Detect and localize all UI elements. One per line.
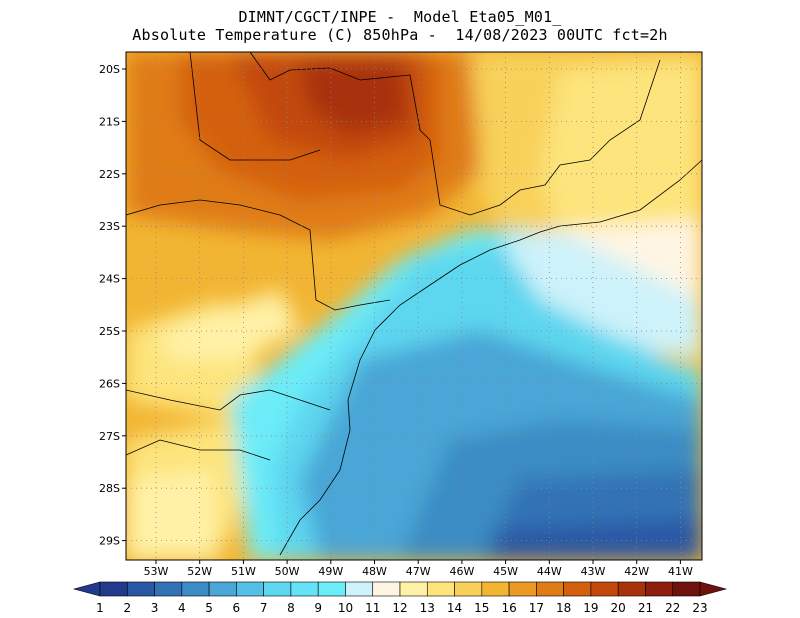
lon-label: 42W xyxy=(624,565,649,578)
colorbar-label: 7 xyxy=(260,601,268,615)
colorbar-segment xyxy=(563,581,592,597)
colorbar-segment xyxy=(181,581,210,597)
lat-label: 26S xyxy=(99,377,120,390)
colorbar-arrow-left xyxy=(72,581,101,597)
colorbar-label: 11 xyxy=(365,601,380,615)
lat-lon-grid xyxy=(126,52,702,560)
colorbar-segment xyxy=(672,581,701,597)
lon-label: 46W xyxy=(449,565,474,578)
lon-label: 48W xyxy=(362,565,387,578)
colorbar-label: 19 xyxy=(583,601,598,615)
colorbar-segment xyxy=(317,581,346,597)
colorbar-label: 10 xyxy=(338,601,353,615)
colorbar-segment xyxy=(236,581,264,597)
colorbar: 1 2 3 4 5 6 7 8 9 10 11 12 13 14 15 16 17 18 19 20 21 22 23 xyxy=(72,581,728,615)
colorbar-segment xyxy=(590,581,619,597)
colorbar-label: 5 xyxy=(205,601,213,615)
coastline-borders xyxy=(126,52,702,556)
colorbar-segment xyxy=(154,581,183,597)
colorbar-segment xyxy=(508,581,537,597)
latitude-labels: 20S 21S 22S 23S 24S 25S 26S 27S 28S 29S xyxy=(99,63,126,548)
lon-label: 50W xyxy=(275,565,300,578)
lon-label: 43W xyxy=(581,565,606,578)
lat-label: 25S xyxy=(99,325,120,338)
colorbar-label: 17 xyxy=(529,601,544,615)
lat-label: 28S xyxy=(99,482,120,495)
colorbar-segment xyxy=(99,581,128,597)
colorbar-label: 4 xyxy=(178,601,186,615)
lon-label: 51W xyxy=(231,565,256,578)
colorbar-label: 14 xyxy=(447,601,462,615)
lat-label: 29S xyxy=(99,535,120,548)
colorbar-segment xyxy=(481,581,510,597)
colorbar-segment xyxy=(372,581,401,597)
colorbar-label: 22 xyxy=(665,601,680,615)
temperature-field xyxy=(126,52,702,560)
colorbar-segment xyxy=(263,581,292,597)
lat-label: 22S xyxy=(99,168,120,181)
colorbar-segment xyxy=(290,581,319,597)
colorbar-segment xyxy=(454,581,483,597)
lon-label: 45W xyxy=(493,565,518,578)
colorbar-label: 3 xyxy=(151,601,159,615)
lon-label: 41W xyxy=(668,565,693,578)
lon-label: 44W xyxy=(537,565,562,578)
lat-label: 20S xyxy=(99,63,120,76)
map-title-line1: DIMNT/CGCT/INPE - Model Eta05_M01_ xyxy=(238,8,562,26)
colorbar-segment xyxy=(399,581,428,597)
colorbar-label: 6 xyxy=(233,601,241,615)
colorbar-label: 12 xyxy=(392,601,407,615)
colorbar-label: 20 xyxy=(611,601,626,615)
colorbar-label: 21 xyxy=(638,601,653,615)
lat-label: 24S xyxy=(99,273,120,286)
colorbar-segment xyxy=(426,581,455,597)
lon-label: 53W xyxy=(144,565,169,578)
colorbar-segment xyxy=(345,581,374,597)
colorbar-label: 16 xyxy=(501,601,516,615)
colorbar-segment xyxy=(536,581,564,597)
colorbar-label: 23 xyxy=(692,601,707,615)
lon-label: 47W xyxy=(406,565,431,578)
colorbar-label: 18 xyxy=(556,601,571,615)
lon-label: 49W xyxy=(318,565,343,578)
colorbar-arrow-right xyxy=(699,581,728,597)
colorbar-label: 9 xyxy=(314,601,322,615)
colorbar-segment xyxy=(645,581,674,597)
colorbar-segment xyxy=(208,581,237,597)
colorbar-label: 13 xyxy=(420,601,435,615)
plot-frame xyxy=(125,51,703,561)
longitude-labels: 53W 52W 51W 50W 49W 48W 47W 46W 45W 44W 43W 42W 41W xyxy=(144,560,693,578)
colorbar-label: 1 xyxy=(96,601,104,615)
lat-label: 21S xyxy=(99,115,120,128)
lon-label: 52W xyxy=(187,565,212,578)
colorbar-label: 8 xyxy=(287,601,295,615)
lat-label: 23S xyxy=(99,220,120,233)
map-title-line2: Absolute Temperature (C) 850hPa - 14/08/… xyxy=(132,26,668,44)
lat-label: 27S xyxy=(99,430,120,443)
colorbar-label: 2 xyxy=(123,601,131,615)
colorbar-segment xyxy=(617,581,646,597)
colorbar-label: 15 xyxy=(474,601,489,615)
colorbar-segment xyxy=(126,581,155,597)
